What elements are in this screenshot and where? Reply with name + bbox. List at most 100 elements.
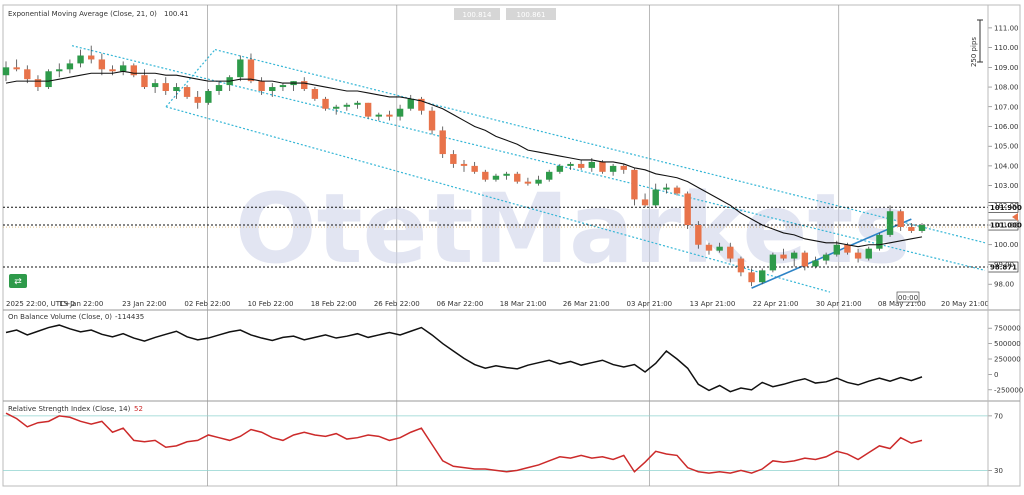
price-tick-label: 104.00 [994,162,1019,170]
time-tick-label: 18 Feb 22:00 [311,300,357,308]
alert-icon: ⇄ [14,277,22,287]
time-tick-label: 22 Apr 21:00 [753,300,799,308]
obv-tick-label: 250000 [994,356,1021,364]
price-tick-label: 100.00 [994,241,1019,249]
rsi-path [5,412,923,474]
time-tick-label: 26 Feb 22:00 [374,300,420,308]
level-label: 101.900 [990,204,1022,212]
candle-body [631,169,638,200]
time-tick-label: 20 May 21:00 [941,300,989,308]
price-tick-label: 109.00 [994,64,1019,72]
candle-body [609,165,617,172]
candle-body [173,87,180,91]
candle-body [663,187,670,190]
main-indicator-value: 100.41 [164,10,189,18]
ema-line [5,70,923,248]
candle-body [759,270,766,283]
candle-body [822,254,830,261]
price-tick-label: 101.00 [994,222,1019,230]
trend-line [751,218,912,289]
obv-tick-label: 0 [994,371,998,379]
time-tick-label: 2025 22:00, UTC+0 [6,300,75,308]
candle-body [66,63,74,70]
candle-body [215,85,223,91]
candle-body [918,225,926,231]
candle-body [567,163,574,166]
candle-body [620,165,627,170]
candle-body [322,98,329,109]
candle-body [492,175,500,180]
candle-body [98,59,106,70]
candle-body [119,65,127,72]
candle-body [439,130,446,155]
candle-body [812,260,819,267]
candle-body [418,98,425,111]
candle-body [205,90,212,103]
candle-body [641,199,649,206]
candle-body [56,69,63,72]
candle-body [183,87,191,97]
rsi-value: 52 [134,405,143,413]
candle-body [269,87,276,91]
time-tick-label: 30 Apr 21:00 [816,300,862,308]
candle-body [535,179,542,184]
candle-body [396,108,404,117]
rsi-tick-label: 30 [994,467,1003,475]
obv-value: -114435 [115,313,144,321]
price-tick-label: 98.00 [994,281,1014,289]
candle-body [716,246,723,251]
time-axis[interactable]: 2025 22:00, UTC+015 Jan 22:00 23 Jan 22:0… [6,300,989,308]
candle-body [162,83,169,91]
candle-body [24,69,31,80]
candle-body [748,272,755,283]
price-box-2[interactable]: 100.861 [506,8,556,20]
candle-body [833,244,840,255]
price-tick-label: 102.00 [994,202,1019,210]
candle-body [301,81,308,90]
candle-body [865,248,872,259]
watermark: OtetMarkets [235,173,911,285]
horizontal-levels[interactable]: 101.900 101.000 98.871 [3,201,1022,273]
candle-body [886,211,894,235]
candle-body [375,114,382,117]
price-axis[interactable]: 111.00 110.00 109.00 108.00 107.00 106.00 105.… [988,24,1023,475]
rsi-line [3,412,988,474]
candle-body [599,161,606,172]
candle-body [460,163,468,166]
candle-body [386,114,393,117]
level-label: 101.000 [990,222,1022,230]
rsi-tick-label: 70 [994,412,1003,420]
alert-badge[interactable]: ⇄ [9,274,27,288]
candle-body [876,234,883,249]
trend-channel[interactable] [71,45,986,293]
channel-line [71,45,986,271]
candle-body [45,71,52,88]
time-tick-label: 08 May 21:00 [878,300,926,308]
time-tick-label: 02 Feb 22:00 [184,300,230,308]
time-tick-label: 26 Mar 21:00 [563,300,610,308]
rsi-title: Relative Strength Index (Close, 14) [8,405,131,413]
candle-body [503,173,510,176]
price-tick-label: 110.00 [994,44,1019,52]
obv-line [5,324,923,393]
candle-body [588,161,596,168]
candle-body [332,106,340,109]
candle-body [897,211,904,228]
price-tick-label: 111.00 [994,24,1019,32]
channel-line [214,49,986,244]
price-tick-label: 103.00 [994,182,1019,190]
candle-body [854,252,862,259]
time-tick-label: 03 Apr 21:00 [627,300,673,308]
candle-body [450,154,457,164]
candle-body [428,110,436,131]
candle-body [151,83,159,88]
candle-body [237,59,244,78]
price-tick-label: 105.00 [994,143,1019,151]
candle-body [2,67,10,76]
candle-body [247,59,255,82]
candles [2,45,926,287]
price-box-1[interactable]: 100.814 [454,8,500,20]
candle-body [524,181,532,184]
